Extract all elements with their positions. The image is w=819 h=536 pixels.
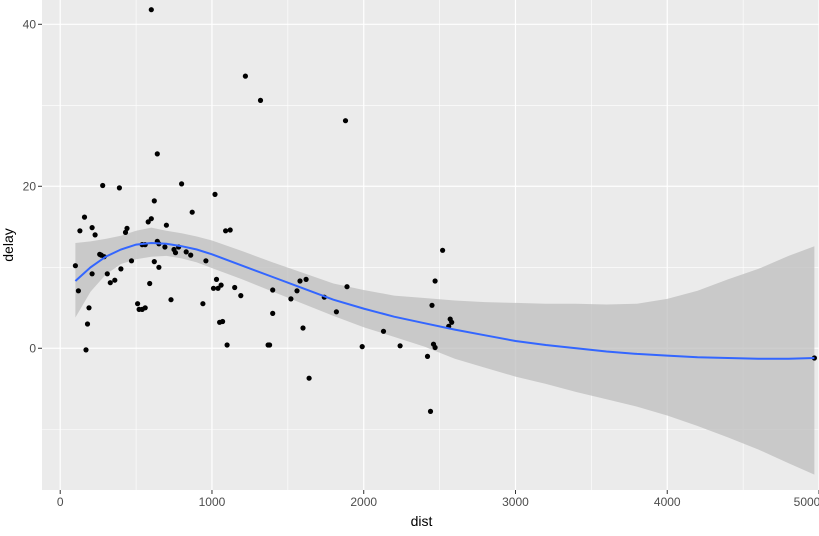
data-point <box>224 342 230 348</box>
y-axis-ticks: 0 20 40 <box>23 17 42 355</box>
data-point <box>218 282 224 288</box>
grid-minor <box>42 0 819 490</box>
data-point <box>162 244 168 250</box>
data-point <box>212 191 218 197</box>
x-tick-label: 4000 <box>654 495 681 509</box>
y-tick-label: 40 <box>23 17 37 31</box>
data-point <box>300 325 306 331</box>
data-point <box>135 301 141 307</box>
data-point <box>432 278 438 284</box>
data-point <box>232 284 238 291</box>
data-point <box>303 276 309 282</box>
data-point <box>124 225 130 231</box>
data-point <box>200 301 206 307</box>
data-point <box>112 277 118 283</box>
data-point <box>294 288 300 294</box>
data-point <box>223 228 229 234</box>
x-axis-ticks: 0 1000 2000 3000 4000 5000 <box>57 490 819 509</box>
data-point <box>148 7 154 13</box>
data-point <box>449 319 455 325</box>
data-point <box>257 97 264 103</box>
data-point <box>145 219 151 225</box>
data-point <box>427 408 434 414</box>
x-axis-title: dist <box>411 513 433 529</box>
x-tick-label: 3000 <box>502 495 529 509</box>
data-point <box>242 73 248 79</box>
data-point <box>342 118 349 124</box>
data-point <box>270 310 276 316</box>
data-point <box>203 258 209 264</box>
x-tick-label: 2000 <box>350 495 377 509</box>
data-point <box>359 344 365 350</box>
smooth-line <box>74 241 815 360</box>
data-point <box>306 375 312 381</box>
data-point <box>397 343 403 349</box>
data-point <box>86 305 92 311</box>
data-point <box>380 328 387 334</box>
data-point <box>213 276 220 282</box>
data-point <box>148 216 154 222</box>
y-tick-label: 0 <box>29 341 36 355</box>
x-tick-label: 5000 <box>794 495 819 509</box>
data-point <box>333 309 339 315</box>
data-point <box>440 247 446 253</box>
data-point <box>210 285 217 291</box>
data-point <box>265 342 271 348</box>
data-point <box>75 288 81 294</box>
data-point <box>163 222 169 228</box>
x-tick-label: 1000 <box>199 495 226 509</box>
data-point <box>297 278 303 284</box>
data-point <box>122 229 129 235</box>
y-tick-label: 20 <box>23 179 37 193</box>
data-point <box>238 293 244 299</box>
data-point <box>128 258 135 264</box>
data-point <box>183 249 189 255</box>
data-point <box>171 246 177 253</box>
data-point <box>81 214 88 220</box>
y-axis-title: delay <box>0 228 16 261</box>
data-point <box>344 284 350 290</box>
data-point <box>215 285 221 291</box>
x-tick-label: 0 <box>57 495 64 509</box>
data-point <box>168 297 174 303</box>
data-point <box>429 302 435 308</box>
data-point <box>151 259 157 265</box>
data-point <box>84 321 91 327</box>
data-point <box>107 280 113 286</box>
data-point <box>77 228 83 234</box>
data-point <box>227 227 233 233</box>
data-point <box>139 306 145 312</box>
data-point <box>118 266 124 272</box>
data-point <box>89 271 95 277</box>
data-point <box>151 198 157 204</box>
data-point <box>424 353 431 359</box>
data-point <box>432 344 438 351</box>
data-point <box>188 252 194 258</box>
data-point <box>83 347 89 353</box>
data-point <box>288 296 294 302</box>
data-point <box>116 185 122 191</box>
data-point <box>220 318 226 325</box>
data-point <box>156 264 162 270</box>
data-point <box>104 271 110 277</box>
data-point <box>154 151 160 157</box>
confidence-ribbon <box>75 227 815 475</box>
data-point <box>270 287 276 293</box>
data-point <box>72 263 78 269</box>
data-point <box>189 209 195 215</box>
data-point <box>92 232 98 238</box>
data-point <box>100 182 106 189</box>
data-point <box>89 225 95 231</box>
data-point <box>147 280 153 287</box>
data-point <box>179 181 185 187</box>
